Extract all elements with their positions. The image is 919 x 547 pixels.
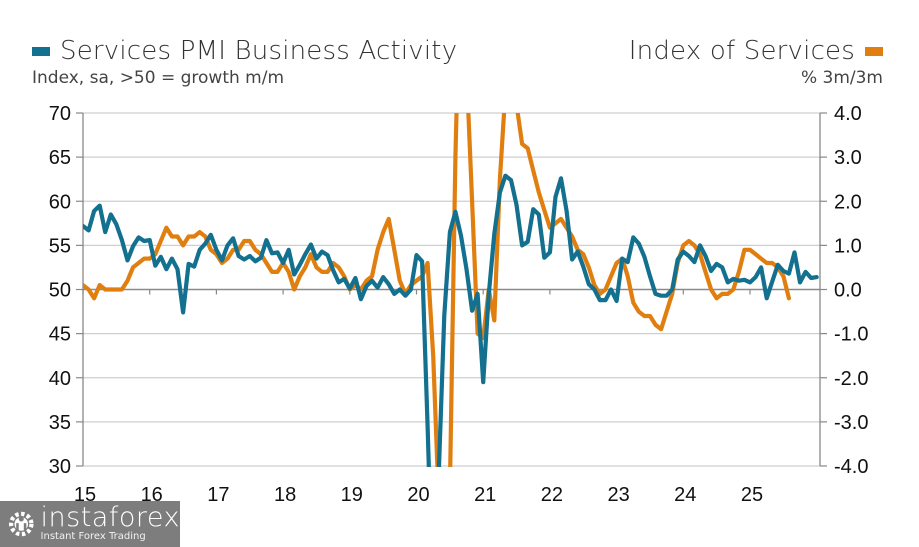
x-axis-tick-label: 21 [474, 484, 496, 506]
legend-title-ios: Index of Services [629, 36, 883, 66]
left-axis-tick-label: 55 [49, 235, 71, 257]
right-axis-tick-label: 2.0 [834, 191, 862, 213]
x-axis-tick-label: 19 [341, 484, 363, 506]
logo-name: instaforex [40, 502, 180, 533]
right-axis-tick-label: 0.0 [834, 280, 862, 302]
x-axis-tick-label: 15 [74, 484, 96, 506]
x-axis-tick-label: 20 [407, 484, 429, 506]
left-axis-tick-label: 35 [49, 412, 71, 434]
right-axis-tick-label: -4.0 [834, 456, 868, 478]
tick-labels: 70 65 60 55 50 45 40 35 30 4.0 3.0 2.0 1.0 0.0 -1.0 -2.… [49, 103, 869, 506]
right-axis-tick-label: -3.0 [834, 412, 868, 434]
left-axis-subtitle: Index, sa, >50 = growth m/m [32, 68, 285, 88]
right-axis-subtitle: % 3m/3m [800, 68, 883, 88]
legend-swatch-ios [865, 46, 883, 56]
x-axis-tick-label: 24 [674, 484, 696, 506]
legend-swatch-pmi [32, 46, 50, 56]
legend-right: Index of Services % 3m/3m [629, 36, 883, 88]
legend-title-pmi: Services PMI Business Activity [32, 36, 457, 66]
left-axis-tick-label: 40 [49, 368, 71, 390]
left-axis-tick-label: 30 [49, 456, 71, 478]
x-axis-tick-label: 17 [207, 484, 229, 506]
legend-label-pmi: Services PMI Business Activity [60, 36, 458, 66]
left-axis-tick-label: 65 [49, 147, 71, 169]
x-axis-tick-label: 22 [541, 484, 563, 506]
legend-label-ios: Index of Services [628, 36, 855, 66]
right-axis-tick-label: -2.0 [834, 368, 868, 390]
left-axis-tick-label: 60 [49, 191, 71, 213]
axes [76, 112, 827, 467]
left-axis-tick-label: 70 [49, 103, 71, 125]
gear-icon [8, 511, 34, 537]
right-axis-tick-label: 4.0 [834, 103, 862, 125]
x-axis-tick-label: 23 [607, 484, 629, 506]
series-lines [83, 113, 819, 467]
x-axis-tick-label: 16 [141, 484, 163, 506]
left-axis-tick-label: 45 [49, 324, 71, 346]
right-axis-tick-label: 3.0 [834, 147, 862, 169]
legend-left: Services PMI Business Activity Index, sa… [32, 36, 457, 88]
series-line-pmi [83, 173, 819, 467]
logo-tagline: Instant Forex Trading [40, 531, 146, 542]
left-axis-tick-label: 50 [49, 280, 71, 302]
right-axis-tick-label: 1.0 [834, 235, 862, 257]
instaforex-logo: instaforex Instant Forex Trading [0, 501, 180, 547]
series-line-index-of-services [83, 113, 792, 467]
right-axis-tick-label: -1.0 [834, 324, 868, 346]
x-axis-tick-label: 25 [741, 484, 763, 506]
x-axis-tick-label: 18 [274, 484, 296, 506]
